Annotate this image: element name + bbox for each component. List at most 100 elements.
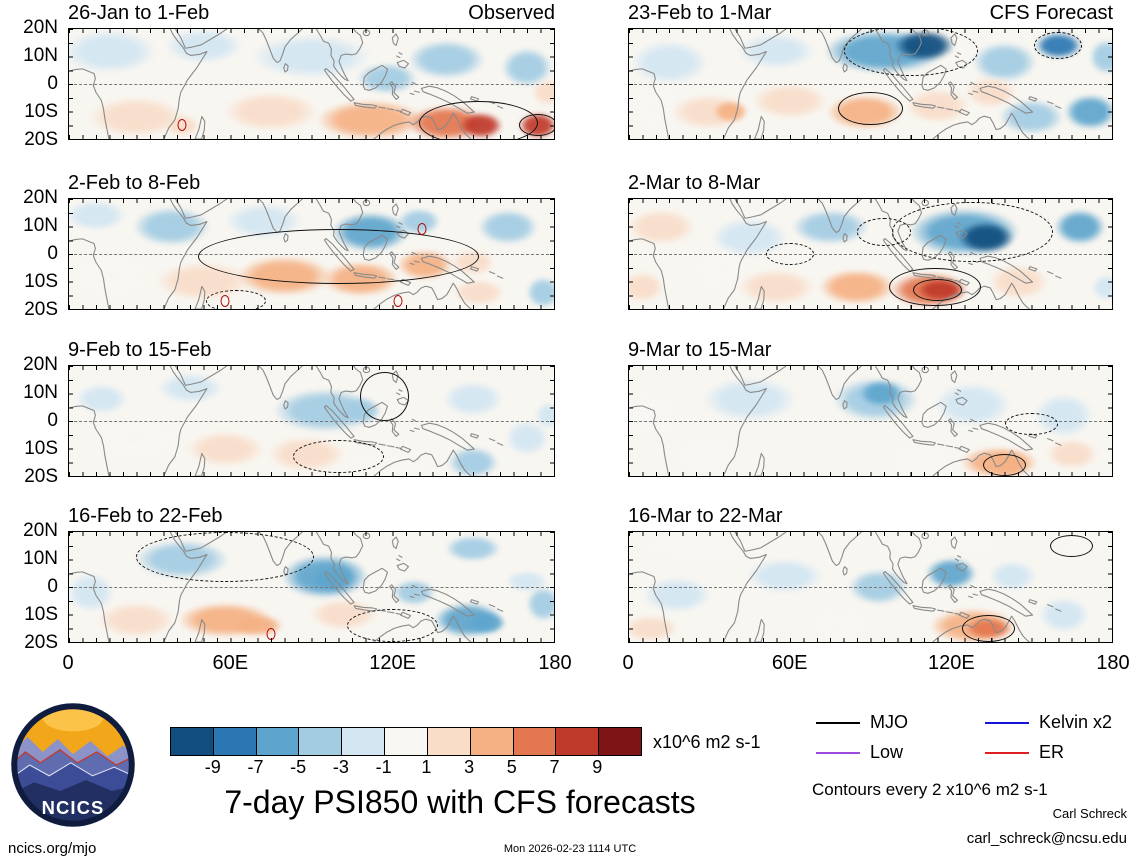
x-tick-label: 180 [538, 652, 572, 674]
anomaly-blob [629, 34, 718, 90]
anomaly-blob [470, 204, 546, 249]
credit-name: Carl Schreck [1052, 806, 1127, 821]
axis-ticks [629, 29, 633, 139]
y-tick-label: 0 [47, 576, 58, 597]
anomaly-blob [1058, 89, 1112, 134]
low-line-sample [816, 751, 860, 754]
logo-text: NCICS [42, 797, 105, 818]
x-axis-right: 0 60E 120E 180 [622, 652, 1129, 678]
panel-title-row: 23-Feb to 1-Mar CFS Forecast [628, 1, 1113, 25]
ncics-logo: NCICS [11, 703, 135, 827]
colorbar-tick-label: -9 [204, 757, 221, 777]
map-panel [628, 365, 1113, 477]
panel-date-range: 16-Feb to 22-Feb [68, 505, 223, 527]
panel-date-range: 2-Feb to 8-Feb [68, 172, 201, 194]
kelvin-line-sample [985, 721, 1029, 724]
axis-ticks [550, 366, 554, 476]
panel-date-range: 23-Feb to 1-Mar [628, 2, 772, 24]
y-tick-label: 0 [47, 410, 58, 431]
er-mark [417, 223, 427, 236]
axis-ticks [1108, 366, 1112, 476]
x-tick-label: 60E [771, 652, 808, 674]
anomaly-blob [521, 581, 554, 626]
anomaly-contour [1050, 534, 1094, 557]
anomaly-blob [634, 573, 721, 618]
anomaly-blob [690, 371, 809, 427]
anomaly-blob [728, 265, 825, 309]
colorbar-tick-label: 7 [549, 757, 560, 777]
anomaly-blob [1047, 204, 1112, 249]
map-panel [628, 531, 1113, 643]
axis-ticks [629, 366, 633, 476]
colorbar-labels: -9 -7 -5 -3 -1 1 3 5 7 9 [170, 757, 640, 779]
contour-interval-note: Contours every 2 x10^6 m2 s-1 [812, 780, 1048, 799]
y-tick-label: 10N [23, 45, 58, 66]
panel-date-range: 9-Feb to 15-Feb [68, 339, 212, 361]
mjo-line-sample [816, 721, 860, 724]
colorbar-cell [555, 728, 599, 755]
colorbar-tick-label: -3 [332, 757, 349, 777]
colorbar-tick-label: 5 [506, 757, 517, 777]
axis-ticks [550, 29, 554, 139]
equator-line [629, 421, 1112, 422]
er-mark [177, 119, 187, 132]
legend-item-low: Low [816, 742, 903, 763]
anomaly-blob [149, 368, 231, 408]
x-tick-label: 120E [927, 652, 975, 674]
colorbar-cell [469, 728, 513, 755]
axis-ticks [1108, 199, 1112, 309]
anomaly-blob [991, 95, 1072, 139]
site-link[interactable]: ncics.org/mjo [8, 840, 97, 857]
anomaly-contour [961, 614, 1016, 642]
column-label-forecast: CFS Forecast [989, 2, 1113, 24]
colorbar-cell [426, 728, 470, 755]
axis-ticks [629, 532, 633, 642]
anomaly-contour [198, 229, 479, 285]
figure-title: 7-day PSI850 with CFS forecasts [224, 784, 696, 820]
anomaly-blob [1039, 434, 1104, 474]
y-tick-label: 20S [24, 632, 58, 653]
colorbar-cell [341, 728, 385, 755]
x-tick-label: 60E [212, 652, 249, 674]
anomaly-blob [629, 204, 705, 249]
equator-line [69, 84, 554, 85]
y-tick-label: 0 [47, 243, 58, 264]
er-mark [220, 294, 230, 307]
legend-label: Kelvin x2 [1039, 712, 1113, 732]
anomaly-blob [532, 399, 554, 432]
timestamp: Mon 2026-02-23 1114 UTC [503, 843, 637, 855]
map-panel [628, 198, 1113, 310]
anomaly-blob [983, 556, 1043, 596]
equator-line [69, 421, 554, 422]
y-axis: 20N 10N 0 10S 20S [0, 354, 62, 487]
panel-date-range: 2-Mar to 8-Mar [628, 172, 761, 194]
colorbar-cell [212, 728, 256, 755]
anomaly-contour [206, 289, 266, 309]
axis-ticks [550, 532, 554, 642]
y-tick-label: 20S [24, 129, 58, 150]
axis-ticks [550, 199, 554, 309]
equator-line [629, 84, 1112, 85]
y-tick-label: 10S [24, 438, 58, 459]
map-panel [68, 531, 555, 643]
legend-item-mjo: MJO [816, 712, 908, 733]
y-tick-label: 20N [23, 520, 58, 541]
anomaly-blob [225, 611, 290, 640]
x-axis-left: 0 60E 120E 180 [62, 652, 571, 678]
anomaly-contour [913, 278, 962, 301]
panel-title-row: 2-Feb to 8-Feb [68, 171, 555, 195]
x-tick-label: 0 [622, 652, 634, 674]
anomaly-blob [881, 445, 957, 476]
colorbar-tick-label: 3 [464, 757, 475, 777]
anomaly-blob [69, 379, 134, 419]
anomaly-blob [980, 259, 1056, 304]
er-mark [266, 627, 276, 640]
panel-date-range: 26-Jan to 1-Feb [68, 2, 210, 24]
colorbar [170, 727, 642, 756]
anomaly-blob [176, 426, 274, 471]
axis-ticks [69, 29, 73, 139]
anomaly-blob [521, 273, 554, 309]
legend-label: MJO [870, 712, 908, 732]
y-axis: 20N 10N 0 10S 20S [0, 187, 62, 320]
